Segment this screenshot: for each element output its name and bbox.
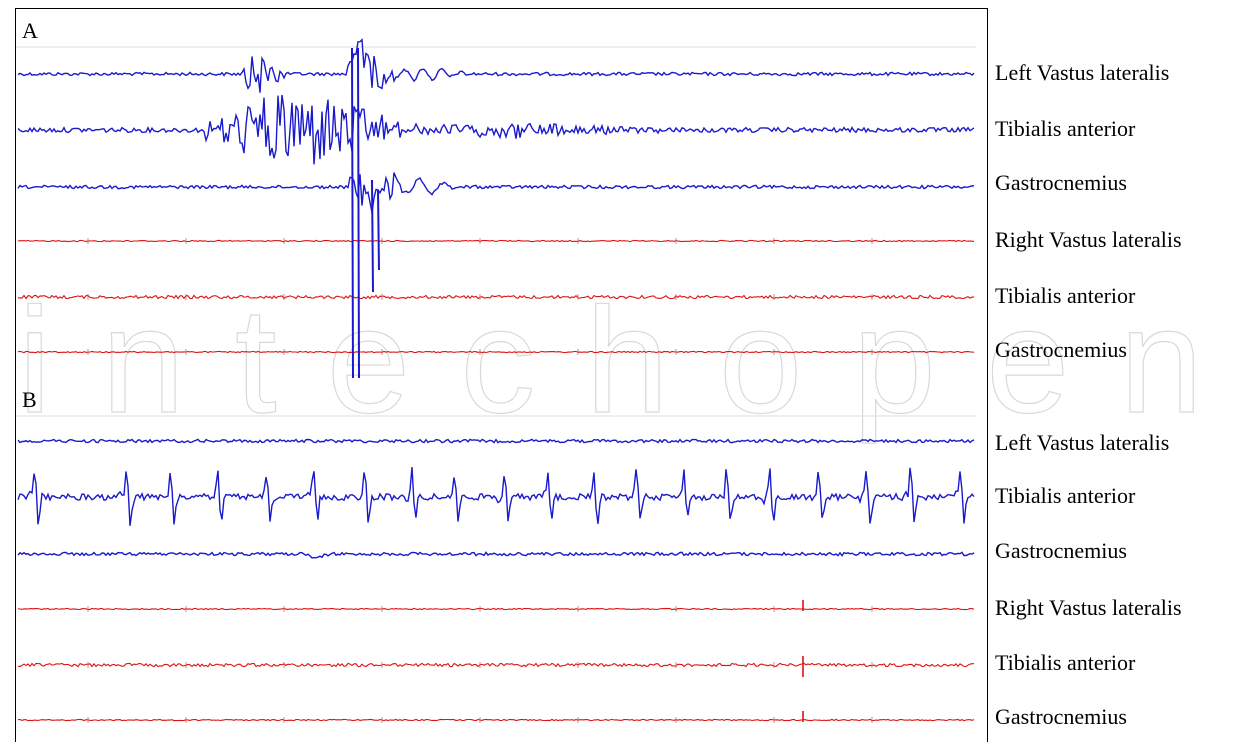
panel-b-label-left-tibialis-anterior: Tibialis anterior bbox=[995, 483, 1136, 508]
panel-a-traces bbox=[17, 38, 975, 379]
trace-b-0 bbox=[17, 438, 975, 444]
panel-b-traces bbox=[17, 438, 975, 723]
panel-a-label-left-gastrocnemius: Gastrocnemius bbox=[995, 170, 1127, 195]
trace-a-0 bbox=[17, 38, 975, 93]
panel-a-label-right-tibialis-anterior: Tibialis anterior bbox=[995, 283, 1136, 308]
trace-a-4 bbox=[17, 294, 974, 300]
panel-a-label-right-gastrocnemius: Gastrocnemius bbox=[995, 337, 1127, 362]
artifact-spike-1 bbox=[357, 47, 360, 379]
trace-b-4 bbox=[17, 662, 974, 668]
panel-b-label-right-gastrocnemius: Gastrocnemius bbox=[995, 704, 1127, 729]
panel-a-label-right-vastus-lateralis: Right Vastus lateralis bbox=[995, 227, 1182, 252]
artifact-spike-0 bbox=[351, 47, 354, 379]
panel-a-letter: A bbox=[22, 18, 38, 43]
trace-b-2 bbox=[17, 551, 975, 559]
panel-b-frame bbox=[15, 378, 988, 742]
trace-b-5 bbox=[17, 718, 975, 722]
panel-b-label-right-tibialis-anterior: Tibialis anterior bbox=[995, 650, 1136, 675]
panel-a-frame bbox=[15, 8, 988, 379]
panel-a-label-left-tibialis-anterior: Tibialis anterior bbox=[995, 116, 1136, 141]
artifact-spike-3 bbox=[377, 189, 380, 271]
panel-a-label-left-vastus-lateralis: Left Vastus lateralis bbox=[995, 60, 1170, 85]
panel-b-label-left-vastus-lateralis: Left Vastus lateralis bbox=[995, 430, 1170, 455]
artifact-spike-2 bbox=[371, 179, 374, 293]
panel-b-label-right-vastus-lateralis: Right Vastus lateralis bbox=[995, 595, 1182, 620]
panel-b-letter: B bbox=[22, 387, 37, 412]
trace-a-2 bbox=[17, 172, 975, 213]
trace-a-3 bbox=[17, 239, 974, 243]
trace-b-3 bbox=[17, 607, 975, 611]
panel-b-label-left-gastrocnemius: Gastrocnemius bbox=[995, 538, 1127, 563]
trace-a-5 bbox=[17, 350, 975, 354]
trace-a-1 bbox=[17, 94, 975, 165]
trace-b-1 bbox=[17, 466, 975, 526]
